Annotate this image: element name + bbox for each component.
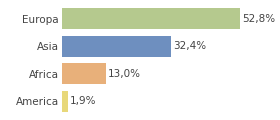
Bar [62,8,241,29]
Bar [62,63,106,84]
Bar [62,91,68,112]
Text: 13,0%: 13,0% [107,69,140,79]
Text: 32,4%: 32,4% [173,41,206,51]
Bar [62,36,171,57]
Text: 52,8%: 52,8% [242,14,275,24]
Text: 1,9%: 1,9% [70,96,96,106]
